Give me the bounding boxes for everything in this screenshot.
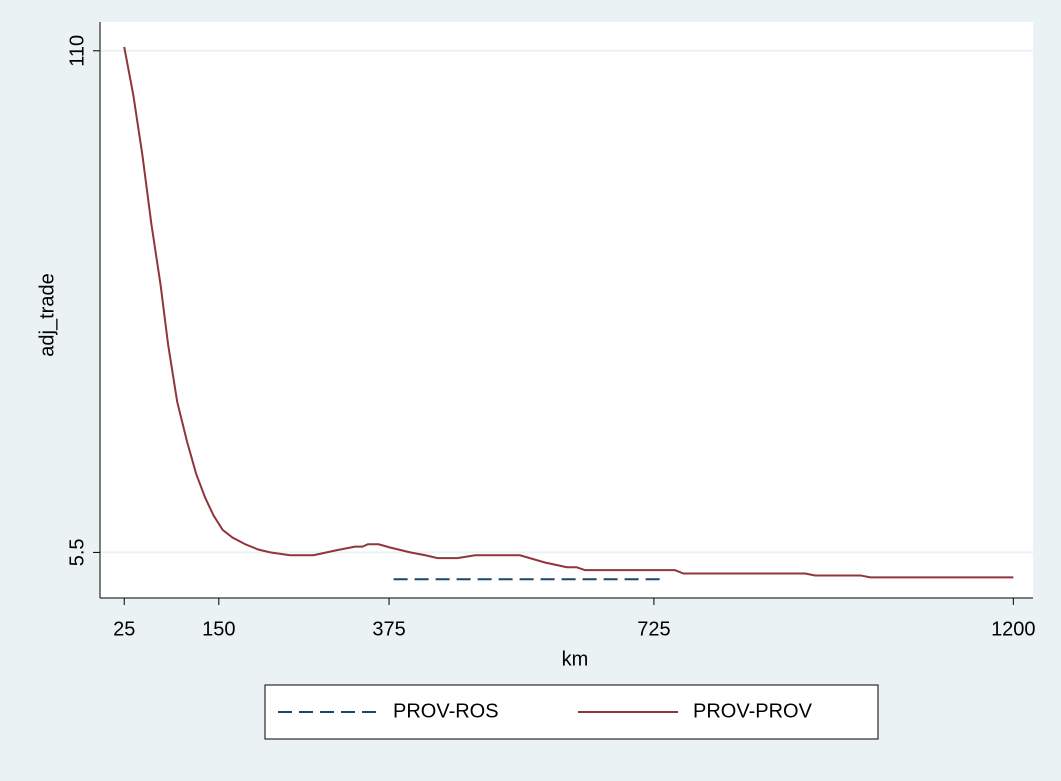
x-tick-label: 25 bbox=[113, 618, 135, 640]
series-line bbox=[123, 46, 1014, 579]
y-axis-title: adj_trade bbox=[36, 273, 58, 356]
plot-area bbox=[100, 22, 1033, 598]
legend-label: PROV-ROS bbox=[393, 700, 499, 722]
x-tick-label: 1200 bbox=[991, 618, 1036, 640]
y-tick-label: 110 bbox=[66, 35, 88, 67]
legend-label: PROV-PROV bbox=[693, 700, 813, 722]
x-tick-label: 725 bbox=[637, 618, 670, 640]
x-axis-title: km bbox=[562, 648, 589, 670]
x-tick-label: 375 bbox=[372, 618, 405, 640]
x-tick-label: 150 bbox=[202, 618, 235, 640]
y-tick-label: 5.5 bbox=[66, 538, 88, 566]
